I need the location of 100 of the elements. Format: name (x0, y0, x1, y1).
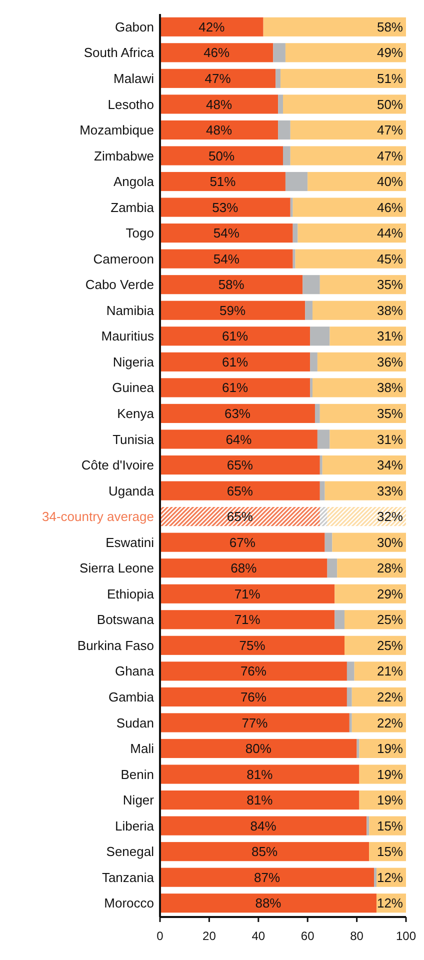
x-tick-label: 80 (350, 929, 364, 943)
y-tick-label: Tanzania (102, 870, 155, 885)
y-tick-label: Senegal (106, 844, 154, 860)
data-label: 71% (234, 586, 261, 602)
bar (160, 94, 278, 114)
y-tick-label: Uganda (108, 483, 155, 498)
y-tick-label: Lesotho (108, 96, 154, 112)
x-tick-label: 40 (252, 929, 266, 943)
data-label: 67% (229, 534, 256, 550)
data-label: 68% (230, 560, 258, 576)
data-label: 76% (240, 664, 267, 679)
bar (344, 610, 406, 630)
data-label: 54% (213, 226, 240, 241)
bar (344, 636, 406, 655)
data-label: 51% (210, 174, 236, 190)
bar (160, 842, 370, 862)
data-label: 46% (376, 200, 404, 215)
data-label: 49% (376, 45, 404, 60)
data-label: 59% (220, 302, 246, 318)
bar (337, 558, 406, 578)
data-label: 30% (376, 534, 404, 550)
bar (160, 713, 350, 732)
bar (160, 43, 274, 62)
bar (160, 662, 347, 681)
bar (356, 738, 360, 758)
bar (160, 894, 376, 913)
data-label: 35% (376, 406, 404, 422)
bar (160, 378, 310, 398)
y-tick-label: Guinea (112, 380, 155, 396)
bar (278, 94, 283, 114)
data-label: 65% (226, 509, 254, 524)
data-label: 48% (206, 122, 232, 138)
y-tick-label: Sierra Leone (80, 560, 154, 576)
data-label: 31% (376, 432, 404, 447)
y-tick-label: Cabo Verde (85, 277, 154, 292)
y-tick-label: Tunisia (112, 432, 155, 447)
bar (334, 584, 406, 604)
y-tick-label: Benin (120, 766, 154, 782)
data-label: 44% (376, 226, 404, 241)
data-label: 75% (239, 638, 266, 653)
data-label: 40% (376, 174, 404, 190)
bar (320, 481, 325, 500)
bar (280, 68, 406, 88)
data-label: 45% (376, 251, 404, 266)
data-label: 61% (222, 328, 248, 344)
bar (349, 713, 352, 732)
bar (330, 430, 406, 449)
data-label: 81% (246, 766, 274, 782)
bar (160, 790, 360, 810)
y-tick-label: Namibia (106, 302, 155, 318)
bar (346, 662, 354, 681)
data-label: 50% (208, 148, 235, 164)
bar (310, 326, 330, 346)
data-label: 58% (376, 19, 404, 34)
bar (290, 120, 406, 140)
data-label: 76% (240, 689, 267, 704)
data-label: 15% (376, 818, 404, 834)
bar (330, 326, 406, 346)
bar (322, 455, 406, 475)
bar (160, 352, 310, 372)
bar (314, 404, 320, 423)
y-tick-label: Zambia (110, 200, 155, 215)
data-label: 65% (226, 483, 254, 498)
bar (160, 326, 310, 346)
data-label: 47% (376, 148, 404, 164)
y-tick-label: Ethiopia (107, 586, 155, 602)
y-tick-label: Togo (126, 226, 154, 241)
bar (292, 224, 298, 243)
bar (160, 868, 374, 887)
bar (302, 275, 320, 294)
bar (160, 610, 335, 630)
y-tick-label: Angola (114, 174, 155, 190)
x-tick-label: 60 (300, 929, 315, 943)
bar (160, 455, 320, 475)
y-tick-label: Cameroon (93, 251, 154, 266)
bar (160, 816, 367, 836)
bar (160, 249, 293, 268)
bar (324, 532, 332, 552)
data-label: 87% (254, 870, 280, 885)
bar (317, 352, 406, 372)
bar (160, 17, 264, 36)
y-tick-label: Mali (130, 741, 154, 756)
bar (160, 300, 306, 320)
bar (160, 172, 286, 192)
bar (310, 352, 318, 372)
data-label: 12% (376, 896, 404, 911)
y-tick-label: Malawi (114, 70, 154, 86)
y-tick-label: Côte d'Ivoire (81, 458, 154, 473)
data-label: 19% (376, 792, 404, 808)
data-label: 22% (376, 715, 404, 730)
x-tick-label: 100 (396, 929, 416, 943)
data-label: 38% (376, 380, 404, 396)
data-label: 36% (376, 354, 404, 370)
data-label: 50% (376, 96, 404, 112)
y-tick-label: Liberia (114, 818, 155, 834)
data-label: 80% (245, 741, 272, 756)
data-label: 58% (218, 277, 245, 292)
data-label: 46% (204, 45, 230, 60)
bar (273, 43, 286, 62)
bar (332, 532, 406, 552)
